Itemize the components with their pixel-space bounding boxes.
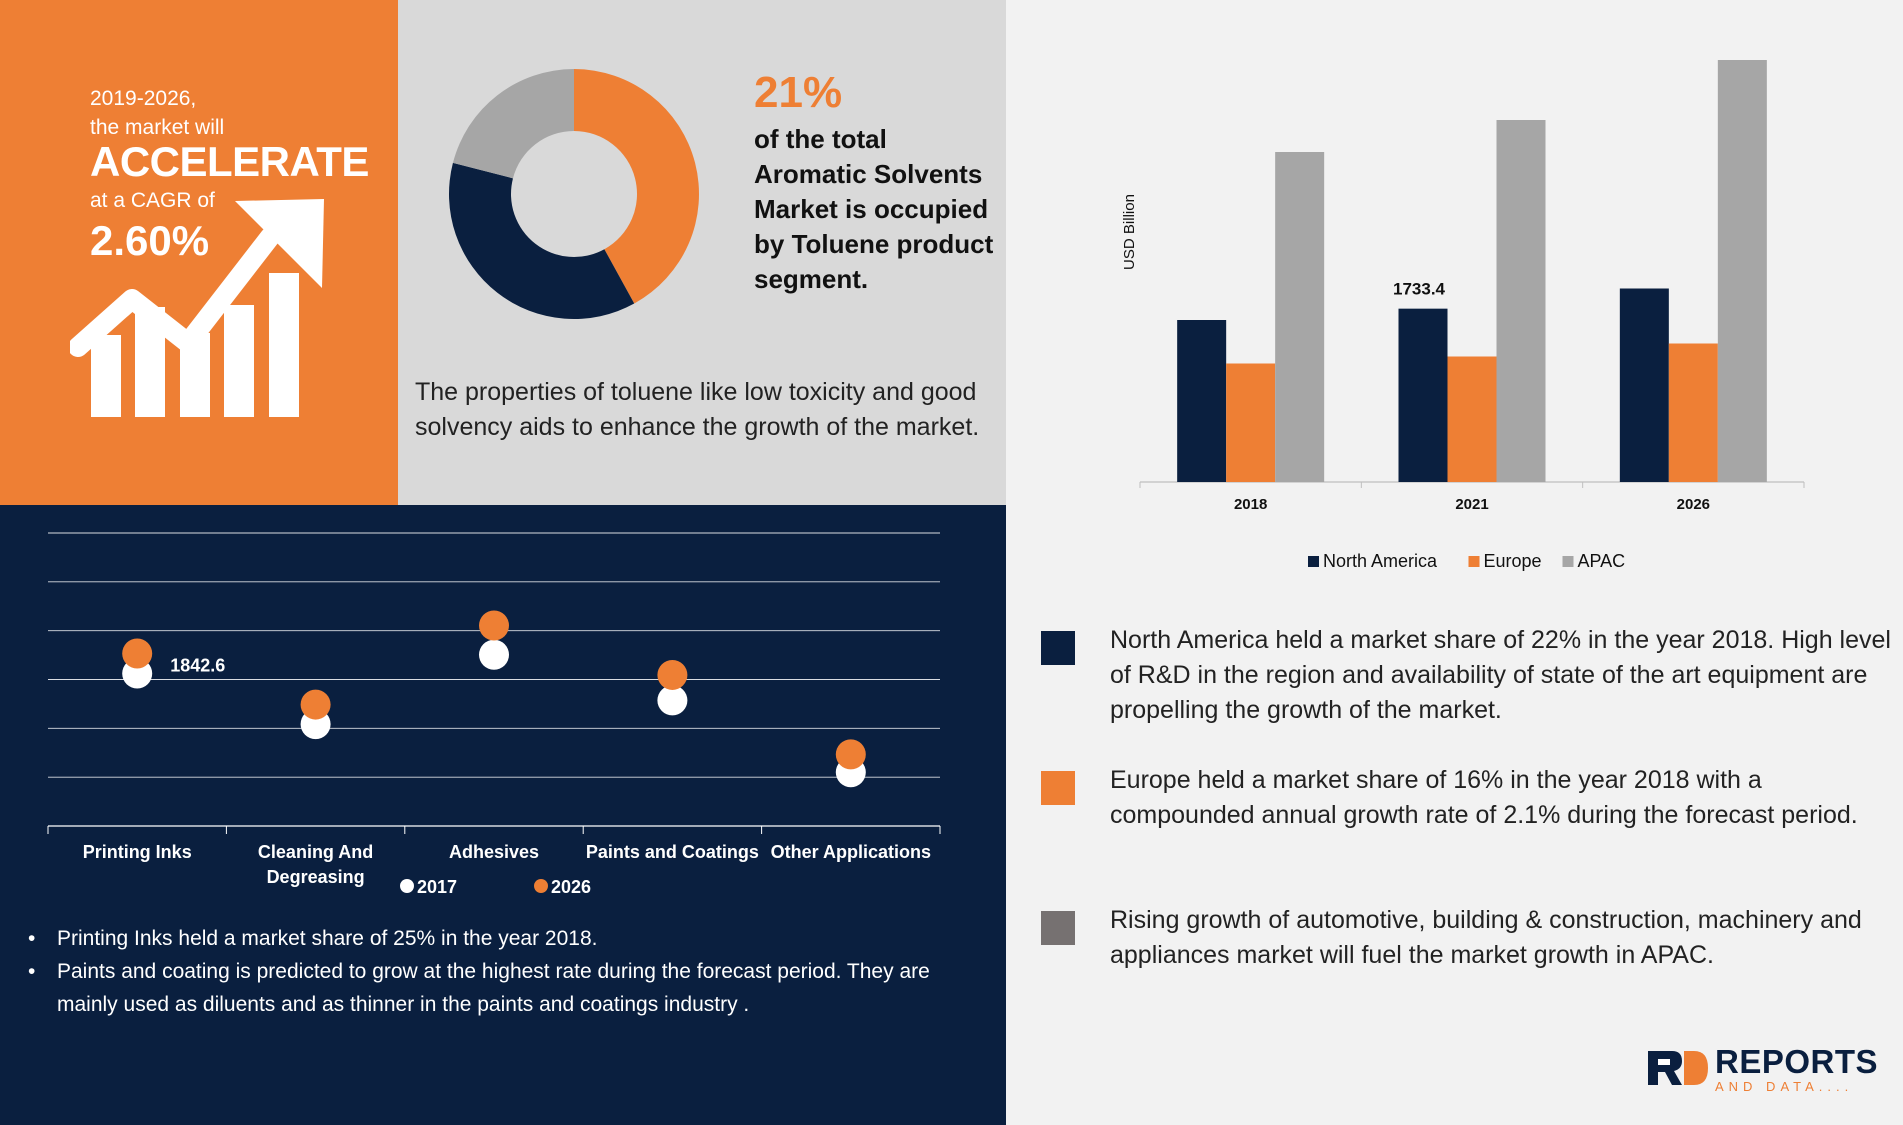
category-label-cleaning-and-degreasing: Degreasing (267, 867, 365, 887)
dot-2026-adhesives (479, 610, 509, 641)
cagr-value: 2.60% (90, 217, 210, 264)
category-label-2018: 2018 (1234, 496, 1267, 513)
legend-label-apac: APAC (1578, 551, 1626, 571)
bar-europe-2018 (1226, 363, 1276, 482)
bar-apac-2026 (1717, 60, 1767, 482)
dot-2026-cleaning-and-degreasing (300, 689, 331, 720)
cagr-years: 2019-2026, (90, 87, 197, 110)
dot-2026-paints-and-coatings (657, 659, 688, 690)
bar-apac-2021 (1496, 120, 1546, 482)
legend-label-north-america: North America (1323, 551, 1438, 571)
logo-mark-icon (1648, 1051, 1708, 1085)
bullet-item: Paints and coating is predicted to grow … (28, 955, 988, 1021)
dot-2017-adhesives (479, 639, 509, 670)
toluene-panel: 21% of the total Aromatic Solvents Marke… (398, 0, 1006, 505)
legend-marker-2026 (534, 879, 548, 893)
logo-word: REPORTS (1715, 1043, 1879, 1080)
apac-text: Rising growth of automotive, building & … (1110, 906, 1862, 969)
bar-north-america-2021 (1398, 308, 1448, 482)
north-america-text: North America held a market share of 22%… (1110, 626, 1891, 724)
data-label: 1733.4 (1393, 280, 1446, 299)
legend-marker-apac (1562, 556, 1574, 567)
y-axis-label: USD Billion (1121, 194, 1138, 270)
category-label-2026: 2026 (1677, 496, 1710, 513)
accelerate-word: ACCELERATE (90, 138, 369, 185)
legend-label-2026: 2026 (551, 877, 591, 897)
legend-marker-europe (1468, 556, 1480, 567)
donut-slice-other-1 (449, 162, 635, 320)
bar-europe-2021 (1447, 356, 1497, 482)
bar-north-america-2018 (1177, 320, 1227, 482)
category-label-printing-inks: Printing Inks (83, 842, 192, 862)
bullet-item: Printing Inks held a market share of 25%… (28, 922, 988, 955)
legend-label-2017: 2017 (417, 877, 457, 897)
category-label-cleaning-and-degreasing: Cleaning And (258, 842, 373, 862)
bar-apac-2018 (1275, 152, 1325, 482)
apac-swatch (1041, 911, 1075, 945)
category-label-other-applications: Other Applications (771, 842, 931, 862)
category-label-2021: 2021 (1455, 496, 1488, 513)
legend-marker-north-america (1308, 556, 1319, 567)
cagr-panel: 2019-2026, the market will ACCELERATE at… (0, 0, 398, 505)
bar-north-america-2026 (1619, 288, 1669, 482)
dot-2017-paints-and-coatings (657, 685, 688, 716)
legend-label-europe: Europe (1484, 551, 1542, 571)
europe-swatch (1041, 771, 1075, 805)
growth-chart-icon (70, 199, 324, 417)
toluene-description: The properties of toluene like low toxic… (415, 378, 980, 441)
toluene-percent: 21% (754, 68, 843, 117)
dot-2026-other-applications (835, 739, 866, 770)
north-america-swatch (1041, 631, 1075, 665)
reports-and-data-logo: REPORTS AND DATA.... (1648, 1043, 1878, 1095)
legend-marker-2017 (400, 879, 414, 893)
bar-europe-2026 (1668, 343, 1718, 482)
applications-bullets: Printing Inks held a market share of 25%… (28, 922, 988, 1021)
category-label-paints-and-coatings: Paints and Coatings (586, 842, 759, 862)
donut-slice-other-2 (452, 69, 574, 179)
data-label: 1842.6 (170, 655, 225, 675)
toluene-donut-chart (449, 69, 699, 320)
europe-text: Europe held a market share of 16% in the… (1110, 766, 1858, 829)
applications-panel: Printing Inks Cleaning And Degreasing Adhes… (0, 505, 1006, 1125)
regional-bar-chart: 2018 2021 2026 1733.4 USD Billion North Ameri… (1121, 60, 1805, 571)
cagr-intro: 2019-2026, the market will (90, 84, 224, 142)
donut-slice-toluene (574, 69, 699, 304)
category-label-adhesives: Adhesives (449, 842, 539, 862)
cagr-line2: the market will (90, 116, 225, 139)
toluene-text: of the total Aromatic Solvents Market is… (754, 124, 994, 294)
applications-dot-chart: Printing Inks Cleaning And Degreasing Adhes… (47, 532, 941, 897)
dot-2026-printing-inks (122, 638, 153, 669)
cagr-label: at a CAGR of (90, 189, 215, 212)
logo-sub: AND DATA.... (1715, 1079, 1854, 1094)
